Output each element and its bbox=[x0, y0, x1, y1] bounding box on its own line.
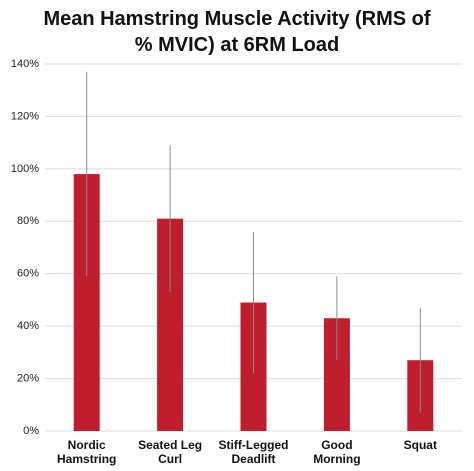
y-tick-label: 140% bbox=[11, 58, 39, 70]
y-tick-label: 120% bbox=[11, 110, 39, 122]
y-tick-label: 20% bbox=[17, 372, 39, 384]
y-tick-label: 40% bbox=[17, 320, 39, 332]
y-tick-label: 80% bbox=[17, 215, 39, 227]
x-tick-label: Good Morning bbox=[313, 438, 361, 466]
chart-title: Mean Hamstring Muscle Activity (RMS of %… bbox=[43, 8, 431, 56]
y-tick-label: 60% bbox=[17, 268, 39, 280]
x-tick-label: Nordic Hamstring bbox=[57, 438, 117, 466]
y-tick-label: 100% bbox=[11, 163, 39, 175]
x-tick-label: Squat bbox=[403, 438, 437, 452]
x-tick-label: Stiff-Legged Deadlift bbox=[218, 438, 289, 466]
x-tick-label: Seated Leg Curl bbox=[138, 438, 203, 466]
y-tick-label: 0% bbox=[23, 425, 39, 437]
